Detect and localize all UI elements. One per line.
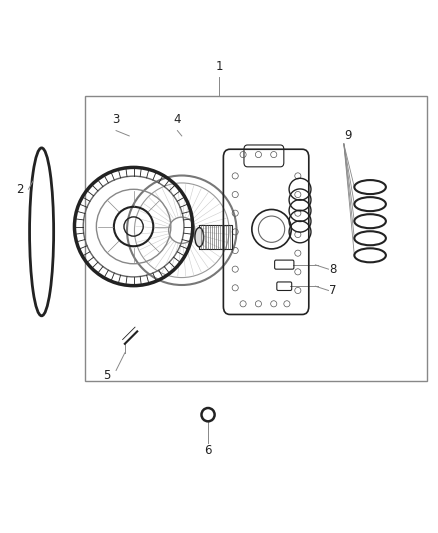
Text: 3: 3 bbox=[113, 114, 120, 126]
Text: 6: 6 bbox=[204, 444, 212, 457]
Text: 7: 7 bbox=[329, 284, 337, 297]
Text: 1: 1 bbox=[215, 60, 223, 73]
Text: 8: 8 bbox=[329, 263, 336, 276]
Ellipse shape bbox=[195, 228, 204, 247]
Text: 5: 5 bbox=[104, 369, 111, 382]
Text: 2: 2 bbox=[16, 183, 24, 196]
Text: 4: 4 bbox=[173, 114, 181, 126]
Bar bbox=[85, 96, 427, 381]
Text: 9: 9 bbox=[344, 130, 352, 142]
Bar bbox=[199, 225, 232, 249]
